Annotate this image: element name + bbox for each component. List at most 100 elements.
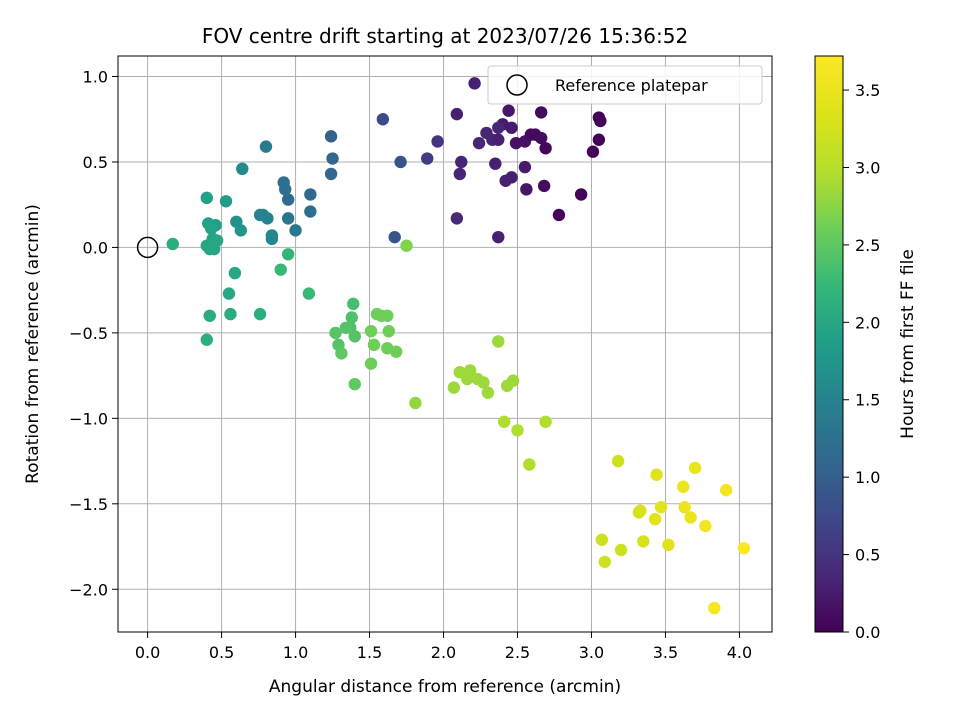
scatter-point [518,160,532,174]
colorbar-tick-label: 3.0 [855,158,880,177]
scatter-point [595,533,609,546]
scatter-point [552,208,566,222]
scatter-point [492,230,505,244]
scatter-point [259,140,273,153]
y-tick-label: −1.0 [69,409,108,428]
scatter-point [389,345,403,358]
scatter-point [326,152,339,165]
plot-frame [117,55,773,633]
scatter-point [539,142,552,155]
scatter-point [382,324,395,338]
scatter-point [431,135,444,148]
scatter-point [203,242,216,256]
scatter-point [166,237,179,251]
scatter-point [489,157,502,170]
scatter-point [468,77,481,90]
colorbar-tick-label: 3.5 [855,81,880,100]
chart-title: FOV centre drift starting at 2023/07/26 … [202,24,688,48]
scatter-point [592,133,606,146]
scatter-point [539,415,552,428]
colorbar-tick-label: 2.0 [855,313,880,332]
scatter-point [511,424,524,437]
scatter-point [677,480,690,493]
scatter-point [281,212,295,225]
scatter-point [302,287,316,300]
x-axis-label: Angular distance from reference (arcmin) [269,677,621,697]
scatter-point [261,212,274,225]
scatter-point [637,535,650,548]
scatter-point [614,543,628,557]
legend-marker-icon [506,74,528,96]
scatter-point [278,183,292,196]
y-tick-label: −1.5 [69,495,108,514]
scatter-point [222,287,236,300]
scatter-point [586,145,600,158]
scatter-point [348,330,361,343]
scatter-point [394,155,407,169]
scatter-point [381,309,394,322]
scatter-point [502,104,515,117]
y-tick-label: 0.0 [83,238,108,257]
reference-platepar-marker [136,236,159,259]
x-tick-label: 0.5 [209,643,234,662]
scatter-point [324,130,338,143]
scatter-point [505,171,518,184]
scatter-point [200,333,213,346]
scatter-point [650,468,663,481]
y-tick-label: −2.0 [69,580,108,599]
y-axis-ticks: 1.0 0.5 0.0 −0.5 −1.0 −1.5 −2.0 [69,68,118,599]
legend-box [487,65,763,105]
scatter-point [281,193,295,206]
scatter-point [506,374,520,387]
scatter-point [234,224,248,237]
scatter-point [699,519,712,533]
scatter-point [534,106,548,119]
legend: Reference platepar [487,65,763,105]
y-tick-label: 1.0 [83,68,108,87]
scatter-point [688,461,702,475]
scatter-point [477,376,490,389]
y-tick-label: −0.5 [69,324,108,343]
x-tick-label: 2.0 [431,643,456,662]
colorbar [814,55,844,633]
colorbar-label: Hours from first FF file [898,249,918,439]
scatter-point [447,381,461,394]
scatter-point [219,195,233,208]
scatter-point [537,179,551,193]
scatter-point [737,542,751,555]
scatter-point [376,113,390,126]
scatter-point [662,538,675,552]
scatter-point [400,239,413,252]
scatter-point [450,107,464,121]
scatter-point [455,155,468,169]
scatter-point [364,324,378,338]
y-tick-label: 0.5 [83,153,108,172]
grid-lines [118,56,772,632]
scatter-point [205,222,218,235]
data-points [166,77,751,615]
x-tick-label: 3.0 [579,643,604,662]
scatter-point [534,131,548,145]
scatter-point [335,347,348,360]
scatter-point [289,224,302,237]
scatter-point [574,188,588,201]
scatter-point [203,309,216,322]
scatter-point [388,230,401,244]
x-tick-label: 3.5 [653,643,678,662]
scatter-point [594,114,607,128]
scatter-point [481,386,495,399]
scatter-point [364,357,378,370]
scatter-point [281,248,295,261]
scatter-point [200,191,213,205]
x-tick-label: 4.0 [727,643,752,662]
scatter-point [304,188,317,201]
colorbar-tick-label: 2.5 [855,236,880,255]
scatter-point [497,415,511,428]
scatter-point [265,232,279,246]
scatter-point [648,512,662,526]
scatter-point [505,121,518,134]
scatter-point [598,555,612,569]
scatter-point [253,307,267,321]
scatter-point [453,167,466,181]
